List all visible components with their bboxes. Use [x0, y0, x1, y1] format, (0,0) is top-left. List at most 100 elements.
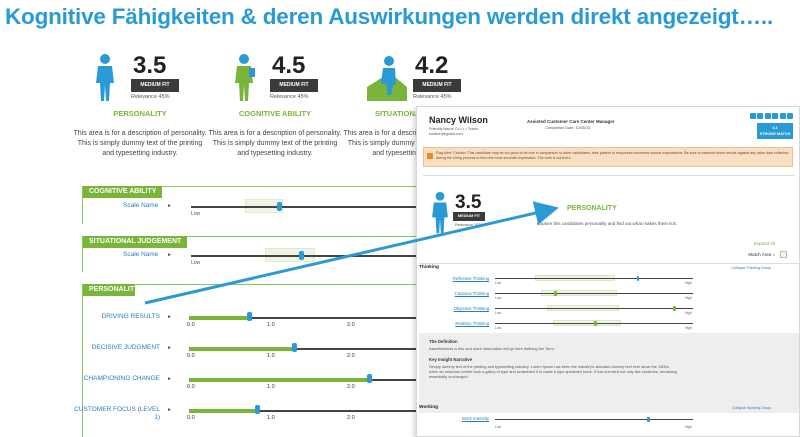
match-area-legend: Match Area =: [748, 252, 775, 257]
expand-arrow-icon[interactable]: ►: [167, 376, 172, 382]
cognitive-ability-section: COGNITIVE ABILITY Scale Name ► Low: [82, 186, 431, 224]
expand-arrow-icon[interactable]: ►: [167, 203, 172, 209]
collapse-working-link[interactable]: Collapse Working Group: [731, 406, 771, 410]
low-label: Low: [495, 281, 502, 285]
candidate-company: Friendly Name Co • • • Team•: [429, 127, 479, 131]
relevance-text: Relevance 100%: [455, 223, 484, 227]
high-label: High: [685, 311, 692, 315]
category-description: This area is for a description of person…: [73, 130, 207, 157]
score-value: 3.5: [133, 52, 167, 79]
scale-track: [189, 410, 429, 412]
match-area-swatch: [780, 251, 787, 258]
scale-marker: [647, 417, 650, 422]
thinking-row-label[interactable]: Cautious Thinking: [454, 291, 489, 296]
expand-arrow-icon[interactable]: ►: [167, 252, 172, 258]
scale-track: [495, 308, 693, 309]
tick-label: 0.0: [187, 384, 195, 390]
tick-label: 1.0: [267, 384, 275, 390]
personality-row-label[interactable]: CUSTOMER FOCUS (LEVEL 1): [74, 406, 160, 421]
score-bar: [189, 378, 369, 382]
category-description: This area is for a description of person…: [208, 130, 342, 157]
candidate-email[interactable]: nwilson@gmail.com: [429, 132, 463, 136]
category-description: This area is for a description of person…: [343, 130, 477, 157]
thinking-row-label[interactable]: Realistic Thinking: [455, 321, 489, 326]
thinking-row-label[interactable]: Objective Thinking: [453, 306, 489, 311]
fit-badge: MEDIUM FIT: [131, 79, 179, 92]
low-label: Low: [191, 211, 201, 217]
scale-track: [189, 317, 429, 319]
scale-marker: [636, 276, 640, 281]
definition-title: The Definition: [429, 339, 458, 344]
expand-arrow-icon[interactable]: ►: [167, 407, 172, 413]
scale-marker: [247, 312, 252, 321]
high-label: High: [685, 326, 692, 330]
score-card-cognitive: 4.5 MEDIUM FIT Relevance 45% COGNITIVE A…: [200, 49, 350, 199]
scale-track: [495, 293, 693, 294]
match-badge: 4.1 STRONG MATCH: [757, 123, 793, 139]
fit-badge: MEDIUM FIT: [270, 79, 318, 92]
completion-date: Completion Date: 10/05/15: [545, 126, 591, 130]
person-standing-icon: [432, 191, 448, 234]
thinking-heading: Thinking: [419, 265, 439, 270]
scale-track: [189, 348, 429, 350]
section-heading: PERSONALITY: [83, 284, 139, 296]
relevance-text: Relevance 45%: [413, 94, 452, 100]
scale-name-label[interactable]: Scale Name: [123, 251, 159, 258]
flag-icon: [427, 153, 433, 159]
category-title: SITUATIONAL: [375, 109, 425, 118]
check-icon: [772, 113, 778, 119]
person-standing-icon: [96, 54, 114, 101]
narrative-text: Simply dummy text of the printing and ty…: [429, 364, 677, 380]
scale-track: [191, 206, 431, 208]
scale-marker: [277, 202, 282, 211]
fit-badge: MEDIUM FIT: [453, 212, 485, 221]
work-intensity-label[interactable]: Work Intensity: [461, 416, 489, 421]
tick-label: 0.0: [187, 415, 195, 421]
tick-label: 2.0: [347, 384, 355, 390]
flag-alert: Flag Alert: Caution. This candidate may …: [423, 147, 793, 167]
collapse-thinking-link[interactable]: Collapse Thinking Group: [731, 266, 772, 270]
job-title: Assisted Customer Care Center Manager: [527, 119, 615, 124]
divider: [423, 175, 795, 176]
scale-track: [191, 255, 431, 257]
personality-description: Explore this candidates personality and …: [537, 221, 678, 226]
low-label: Low: [495, 425, 502, 429]
person-sitting-icon: [367, 56, 407, 101]
relevance-text: Relevance 45%: [131, 94, 170, 100]
expand-arrow-icon[interactable]: ►: [167, 314, 172, 320]
personality-row-label[interactable]: DRIVING RESULTS: [101, 313, 160, 320]
high-label: High: [685, 296, 692, 300]
scale-marker: [292, 343, 297, 352]
score-bar: [189, 316, 249, 320]
low-label: Low: [191, 260, 201, 266]
scale-marker: [594, 321, 597, 326]
low-label: Low: [495, 296, 502, 300]
scale-marker: [367, 374, 372, 383]
thinking-row-label[interactable]: Reflective Thinking: [452, 276, 489, 281]
personality-row-label[interactable]: DECISIVE JUDGMENT: [91, 344, 160, 351]
divider: [419, 263, 799, 264]
section-heading: COGNITIVE ABILITY: [83, 186, 163, 198]
tick-label: 0.0: [187, 353, 195, 359]
expand-all-link[interactable]: Expand All: [753, 241, 775, 246]
tick-label: 2.0: [347, 415, 355, 421]
headline: Kognitive Fähigkeiten & deren Auswirkung…: [5, 4, 773, 29]
personality-score: 3.5: [455, 192, 482, 213]
personality-section: PERSONALITY DRIVING RESULTS►0.01.02.03.0…: [74, 284, 512, 437]
high-label: High: [685, 281, 692, 285]
personality-row-label[interactable]: CHAMPIONING CHANGE: [83, 375, 160, 382]
expand-arrow-icon[interactable]: ►: [167, 345, 172, 351]
high-label: High: [685, 425, 692, 429]
flag-alert-text: Flag Alert: Caution. This candidate may …: [436, 151, 789, 160]
tick-label: 1.0: [267, 415, 275, 421]
check-icon: [779, 113, 786, 119]
score-bar: [189, 409, 257, 413]
low-label: Low: [495, 311, 502, 315]
score-bar: [189, 347, 294, 351]
tick-label: 1.0: [267, 322, 275, 328]
candidate-name: Nancy Wilson: [429, 115, 488, 125]
scale-marker: [254, 405, 260, 414]
scale-marker: [554, 291, 557, 296]
check-icon: [787, 113, 793, 119]
scale-name-label[interactable]: Scale Name: [123, 202, 159, 209]
